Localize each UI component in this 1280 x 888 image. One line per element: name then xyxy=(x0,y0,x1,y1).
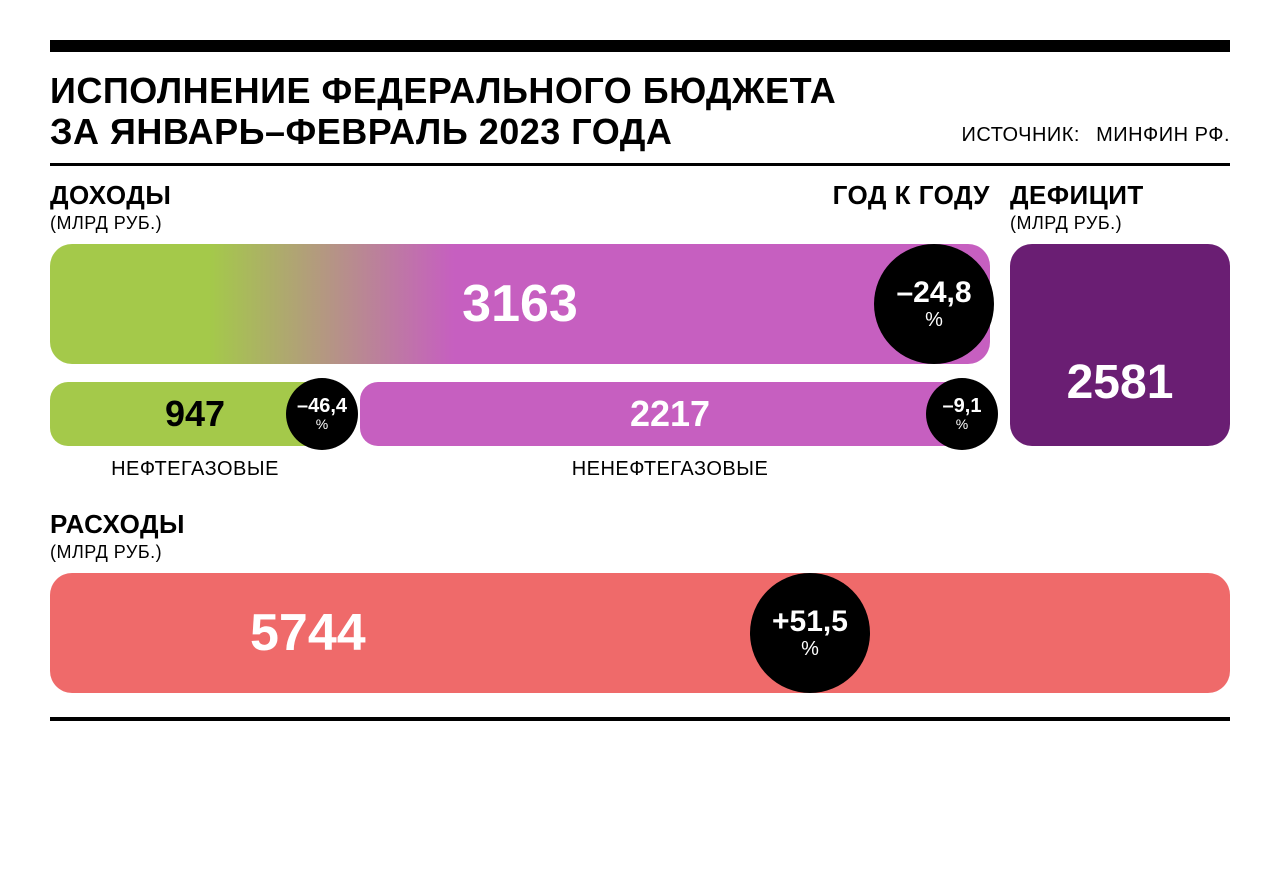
deficit-bar: 2581 xyxy=(1010,244,1230,446)
source-label: ИСТОЧНИК: xyxy=(962,124,1080,146)
income-sub-labels: НЕФТЕГАЗОВЫЕ НЕНЕФТЕГАЗОВЫЕ xyxy=(50,454,990,481)
income-sub-nonoilgas-value: 2217 xyxy=(630,393,710,435)
income-total-yoy: –24,8 xyxy=(896,278,971,308)
expense-unit: (МЛРД РУБ.) xyxy=(50,542,185,563)
deficit-unit: (МЛРД РУБ.) xyxy=(1010,213,1144,234)
expense-badge: +51,5 % xyxy=(750,573,870,693)
deficit-value: 2581 xyxy=(1067,355,1174,410)
income-total-bar: 3163 –24,8 % xyxy=(50,244,990,364)
income-sub-oilgas-yoy: –46,4 xyxy=(297,396,347,416)
page-title: ИСПОЛНЕНИЕ ФЕДЕРАЛЬНОГО БЮДЖЕТА ЗА ЯНВАР… xyxy=(50,70,836,153)
income-total-pct: % xyxy=(925,310,943,330)
income-sub-oilgas-label: НЕФТЕГАЗОВЫЕ xyxy=(50,454,340,481)
expense-labels: РАСХОДЫ (МЛРД РУБ.) xyxy=(50,509,1230,563)
income-total-value: 3163 xyxy=(462,274,578,334)
income-labels: ДОХОДЫ (МЛРД РУБ.) ГОД К ГОДУ xyxy=(50,180,990,234)
income-sub-nonoilgas-pct: % xyxy=(956,417,968,431)
income-sub-oilgas: 947 –46,4 % xyxy=(50,382,340,446)
income-title-block: ДОХОДЫ (МЛРД РУБ.) xyxy=(50,180,171,234)
bottom-rule xyxy=(50,717,1230,721)
header-rule xyxy=(50,163,1230,166)
expense-yoy: +51,5 xyxy=(772,607,848,637)
deficit-title-block: ДЕФИЦИТ (МЛРД РУБ.) xyxy=(1010,180,1144,234)
income-total-badge: –24,8 % xyxy=(874,244,994,364)
title-line-2: ЗА ЯНВАРЬ–ФЕВРАЛЬ 2023 ГОДА xyxy=(50,111,836,152)
yoy-label: ГОД К ГОДУ xyxy=(833,180,990,211)
header: ИСПОЛНЕНИЕ ФЕДЕРАЛЬНОГО БЮДЖЕТА ЗА ЯНВАР… xyxy=(50,70,1230,153)
income-title: ДОХОДЫ xyxy=(50,180,171,211)
income-sub-nonoilgas: 2217 –9,1 % xyxy=(360,382,980,446)
source-value: МИНФИН РФ. xyxy=(1096,124,1230,146)
income-sub-nonoilgas-badge: –9,1 % xyxy=(926,378,998,450)
deficit-title: ДЕФИЦИТ xyxy=(1010,180,1144,211)
title-line-1: ИСПОЛНЕНИЕ ФЕДЕРАЛЬНОГО БЮДЖЕТА xyxy=(50,70,836,111)
income-sub-nonoilgas-bar: 2217 xyxy=(360,382,980,446)
expense-pct: % xyxy=(801,639,819,659)
deficit-labels: ДЕФИЦИТ (МЛРД РУБ.) xyxy=(1010,180,1230,234)
main-columns: ДОХОДЫ (МЛРД РУБ.) ГОД К ГОДУ 3163 –24,8… xyxy=(50,180,1230,509)
expense-title-block: РАСХОДЫ (МЛРД РУБ.) xyxy=(50,509,185,563)
income-unit: (МЛРД РУБ.) xyxy=(50,213,171,234)
expense-section: РАСХОДЫ (МЛРД РУБ.) 5744 +51,5 % xyxy=(50,509,1230,693)
expense-value: 5744 xyxy=(250,603,366,663)
deficit-column: ДЕФИЦИТ (МЛРД РУБ.) 2581 xyxy=(1010,180,1230,509)
income-sub-oilgas-badge: –46,4 % xyxy=(286,378,358,450)
source: ИСТОЧНИК: МИНФИН РФ. xyxy=(962,124,1230,153)
income-sub-nonoilgas-yoy: –9,1 xyxy=(943,396,982,416)
expense-bar: 5744 +51,5 % xyxy=(50,573,1230,693)
expense-title: РАСХОДЫ xyxy=(50,509,185,540)
income-sub-oilgas-pct: % xyxy=(316,417,328,431)
income-sub-row: 947 –46,4 % 2217 –9,1 % xyxy=(50,382,990,446)
income-sub-nonoilgas-label: НЕНЕФТЕГАЗОВЫЕ xyxy=(360,454,980,481)
top-rule xyxy=(50,40,1230,52)
income-column: ДОХОДЫ (МЛРД РУБ.) ГОД К ГОДУ 3163 –24,8… xyxy=(50,180,990,509)
income-sub-oilgas-value: 947 xyxy=(165,393,225,435)
